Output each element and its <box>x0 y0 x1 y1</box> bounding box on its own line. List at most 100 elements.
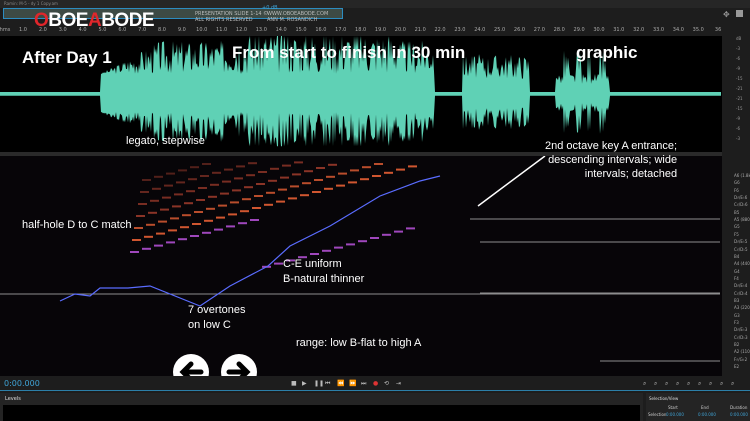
pitch-label: A2 (110) <box>734 349 750 355</box>
skip-forward-icon[interactable]: ⏭ <box>361 380 367 387</box>
pitch-label: A4 (440) <box>734 261 750 267</box>
skip-back-icon[interactable]: ⏮ <box>325 380 331 387</box>
ruler-tick: 16.0 <box>315 27 327 33</box>
ruler-tick: 27.0 <box>533 27 545 33</box>
transport-bar <box>0 376 750 391</box>
stop-icon[interactable]: ■ <box>291 380 297 387</box>
levels-title: Levels <box>5 396 21 402</box>
pitch-label: G3 <box>734 312 740 318</box>
annotation-range: range: low B-flat to high A <box>296 337 422 349</box>
ruler-tick: 4.0 <box>78 27 87 33</box>
col-start: Start <box>668 405 678 410</box>
ruler-tick: 1.0 <box>19 27 27 33</box>
pitch-label: D♯/E♭5 <box>734 239 748 245</box>
pitch-label: C♯/D♭6 <box>734 202 748 208</box>
time-ruler[interactable]: hms 1.0 2.0 3.0 4.0 5.0 6.0 7.0 8.0 9.0 10.0 11.0 1… <box>0 26 722 35</box>
ruler-tick: 6.0 <box>118 27 127 33</box>
credit-text: PRESENTATION SLIDE 1-14 © <box>195 11 269 17</box>
annotation-title: From start to finish in 30 min <box>232 43 466 62</box>
pitch-label: B3 <box>734 297 740 303</box>
pitch-label: B2 <box>734 342 740 348</box>
waveform-view[interactable] <box>0 36 722 152</box>
selection-end[interactable]: 0:00.000 <box>698 412 716 417</box>
overview-waveform[interactable] <box>3 8 343 19</box>
zoom-icon[interactable]: ✥ <box>723 10 730 19</box>
pitch-label: G4 <box>734 268 740 274</box>
volume-level[interactable]: +0 dB <box>262 5 278 11</box>
ruler-tick: 17.0 <box>335 27 347 33</box>
view-divider[interactable] <box>0 152 722 156</box>
ruler-tick: 21.0 <box>414 27 426 33</box>
row-selection: Selection <box>648 412 667 417</box>
ruler-tick: 9.0 <box>177 27 186 33</box>
pitch-label: F6 <box>734 187 739 193</box>
waveform-shape <box>0 36 721 147</box>
zoom-control-icon[interactable]: ⌕ <box>720 380 724 387</box>
menu-icon[interactable] <box>736 10 743 17</box>
ruler-tick: 2.0 <box>38 27 47 33</box>
annotation-day: After Day 1 <box>22 48 112 67</box>
logo: OBOEABODE <box>34 10 155 31</box>
record-icon[interactable]: ● <box>373 380 379 387</box>
db-tick: -3 <box>736 136 740 141</box>
credit-text: WWW.OBOEABODE.COM <box>267 11 329 17</box>
zoom-control-icon[interactable]: ⌕ <box>676 380 680 387</box>
selection-start[interactable]: 0:00.000 <box>666 412 684 417</box>
skip-selection-icon[interactable]: ⇥ <box>396 380 402 387</box>
selection-duration[interactable]: 0:00.000 <box>730 412 748 417</box>
db-tick: -21 <box>736 96 743 101</box>
annotation-octave-key: 2nd octave key A entrance; descending in… <box>545 140 678 180</box>
col-end: End <box>701 405 709 410</box>
ruler-tick: 24.0 <box>474 27 486 33</box>
ruler-tick: 25.0 <box>494 27 506 33</box>
pitch-label: A3 (220) <box>734 305 750 311</box>
pitch-label: C♯/D♭4 <box>734 290 748 296</box>
db-tick: -6 <box>736 56 740 61</box>
ruler-tick: 26.0 <box>513 27 526 33</box>
ruler-tick: 35.0 <box>692 27 704 33</box>
pitch-label: A6 (1.8k) <box>734 173 750 178</box>
loop-icon[interactable]: ⟲ <box>384 380 390 387</box>
pitch-label: G6 <box>734 180 740 186</box>
pitch-label: C♯/D♭5 <box>734 246 748 252</box>
pitch-label: C♯/D♭3 <box>734 334 748 340</box>
spectral-pitch-view[interactable] <box>0 155 722 376</box>
db-tick: -15 <box>736 76 743 81</box>
zoom-control-icon[interactable]: ⌕ <box>731 380 735 387</box>
db-tick: -6 <box>736 126 740 131</box>
db-tick: -15 <box>736 106 743 111</box>
zoom-control-icon[interactable]: ⌕ <box>665 380 669 387</box>
play-icon[interactable]: ▶ <box>302 380 307 387</box>
zoom-control-icon[interactable]: ⌕ <box>698 380 702 387</box>
col-duration: Duration <box>730 405 748 410</box>
ruler-tick: 29.0 <box>573 27 585 33</box>
zoom-control-icon[interactable]: ⌕ <box>687 380 691 387</box>
ruler-tick: 32.0 <box>633 27 645 33</box>
credit-text: ANN M. ROSANDICH <box>267 17 318 23</box>
selview-title: Selection/View <box>649 396 679 401</box>
ruler-tick: 31.0 <box>613 27 625 33</box>
ruler-tick: 33.0 <box>652 27 665 33</box>
ruler-tick: 36 <box>714 27 722 33</box>
fast-forward-icon[interactable]: ⏩ <box>349 380 357 387</box>
zoom-control-icon[interactable]: ⌕ <box>654 380 658 387</box>
vertical-scale: dB -3 -6 -9 -15 -21 -21 -15 -9 -6 -3 <box>722 26 750 376</box>
ruler-tick: 28.0 <box>553 27 565 33</box>
zoom-control-icon[interactable]: ⌕ <box>643 380 647 387</box>
credit-text: ALL RIGHTS RESERVED <box>195 17 253 23</box>
pause-icon[interactable]: ❚❚ <box>314 380 325 387</box>
pitch-label: A5 (880) <box>734 217 750 223</box>
annotation-halfhole: half-hole D to C match <box>22 219 132 231</box>
pitch-label: B5 <box>734 209 740 215</box>
pitch-label: D♯/E♭6 <box>734 195 748 201</box>
db-tick: -3 <box>736 46 740 51</box>
annotation-overtones: 7 overtones on low C <box>188 304 246 331</box>
zoom-control-icon[interactable]: ⌕ <box>709 380 713 387</box>
pitch-label: E2 <box>734 364 740 370</box>
ruler-tick: 18.0 <box>355 27 367 33</box>
pitch-label: B4 <box>734 253 740 259</box>
pitch-label: D♯/E♭4 <box>734 283 748 289</box>
levels-meter <box>3 405 640 421</box>
ruler-tick: 10.0 <box>196 27 208 33</box>
rewind-icon[interactable]: ⏪ <box>337 380 345 387</box>
